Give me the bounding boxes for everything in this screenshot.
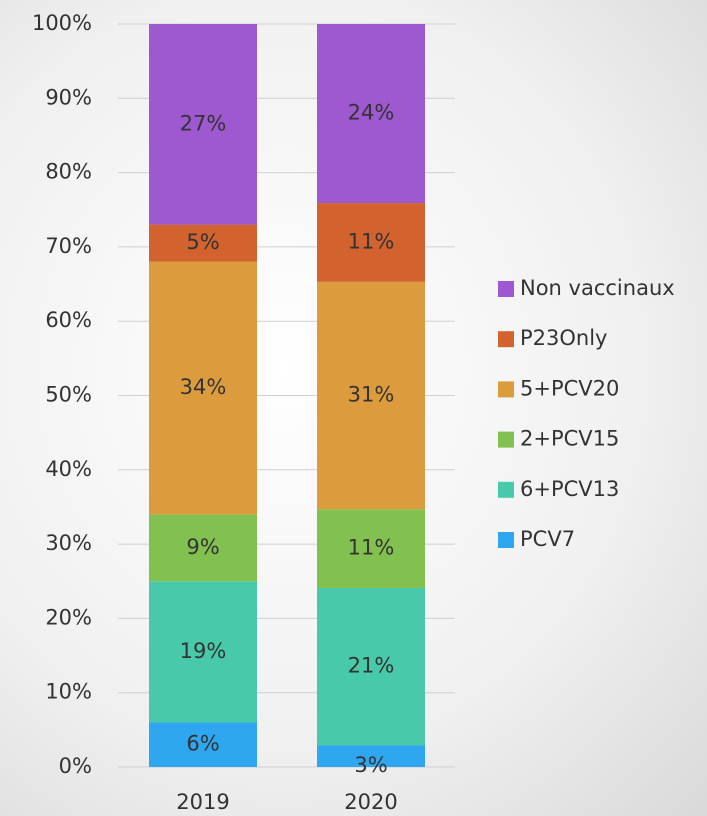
x-tick-label: 2020 — [344, 790, 397, 814]
legend-label: Non vaccinaux — [520, 276, 675, 300]
y-tick-label: 100% — [32, 11, 92, 35]
legend-swatch — [498, 381, 514, 398]
bar-segment — [317, 24, 425, 204]
data-label: 34% — [180, 375, 227, 399]
y-tick-label: 30% — [45, 531, 92, 555]
y-tick-label: 80% — [45, 160, 92, 184]
y-tick-label: 20% — [45, 605, 92, 629]
bar-segment — [149, 24, 257, 225]
x-tick-label: 2019 — [176, 790, 229, 814]
legend-label: P23Only — [520, 326, 608, 350]
data-label: 11% — [348, 536, 395, 560]
bar-segment — [149, 722, 257, 767]
legend-label: PCV7 — [520, 527, 575, 551]
bar-segment — [317, 745, 425, 767]
legend-label: 6+PCV13 — [520, 477, 619, 501]
bar-segment — [149, 224, 257, 262]
legend-swatch — [498, 481, 514, 498]
y-tick-label: 70% — [45, 234, 92, 258]
data-label: 3% — [354, 753, 387, 777]
legend-swatch — [498, 431, 514, 448]
data-label: 21% — [348, 654, 395, 678]
bar-segment — [149, 514, 257, 582]
legend-swatch — [498, 281, 514, 297]
bar-segment — [317, 281, 425, 510]
bar-segment — [317, 509, 425, 588]
bar-segment — [317, 203, 425, 282]
y-tick-label: 10% — [45, 680, 92, 704]
y-tick-label: 60% — [45, 308, 92, 332]
bar-segment — [149, 261, 257, 515]
data-label: 19% — [180, 639, 227, 663]
data-label: 5% — [186, 230, 219, 254]
data-label: 27% — [180, 111, 227, 135]
data-label: 24% — [348, 101, 395, 125]
bar-segment — [317, 587, 425, 746]
data-label: 11% — [348, 229, 395, 253]
data-label: 9% — [186, 535, 219, 559]
data-label: 31% — [348, 383, 395, 407]
y-tick-label: 40% — [45, 457, 92, 481]
y-tick-label: 50% — [45, 383, 92, 407]
legend-swatch — [498, 532, 514, 548]
legend-label: 5+PCV20 — [520, 376, 619, 400]
data-label: 6% — [186, 732, 219, 756]
legend-swatch — [498, 331, 514, 348]
y-tick-label: 0% — [59, 754, 92, 778]
y-tick-label: 90% — [45, 85, 92, 109]
bar-segment — [149, 581, 257, 723]
legend-label: 2+PCV15 — [520, 427, 619, 451]
